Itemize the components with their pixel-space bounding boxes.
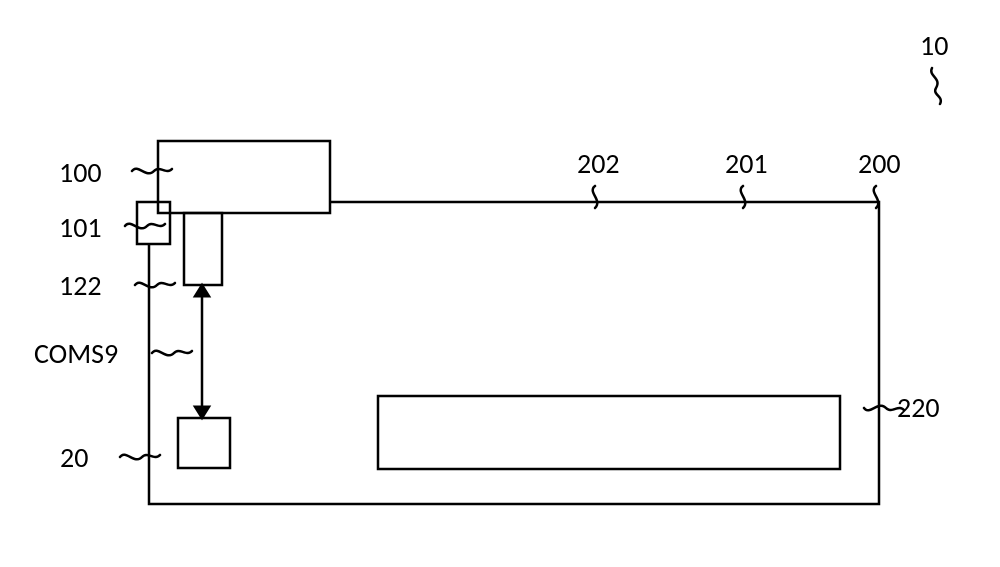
- label-lbl101: 101: [59, 210, 102, 245]
- label-coms9: COMS9: [34, 336, 118, 371]
- leader-scoms9: [152, 351, 192, 356]
- leader-s201: [741, 186, 746, 208]
- label-lbl202: 202: [577, 146, 620, 181]
- outer-box-200: [149, 202, 879, 504]
- box-20: [178, 418, 230, 468]
- box-220: [378, 396, 840, 469]
- box-122: [184, 213, 222, 285]
- leader-fig10: [931, 68, 941, 104]
- leader-s101: [125, 224, 165, 229]
- label-top100: 100: [59, 155, 102, 190]
- leader-s20: [120, 455, 160, 460]
- arrow-coms9-head-down: [195, 407, 209, 418]
- label-lbl201: 201: [725, 146, 768, 181]
- leader-s202: [593, 186, 598, 208]
- mask-topbox: [159, 200, 329, 205]
- leader-s200: [874, 186, 879, 208]
- label-lbl20: 20: [60, 440, 88, 475]
- arrow-coms9-head-up: [195, 285, 209, 296]
- leader-s100: [132, 169, 172, 174]
- leader-s122: [135, 283, 175, 288]
- label-lbl122: 122: [59, 268, 102, 303]
- label-figure: 10: [920, 28, 948, 63]
- diagram-canvas: 10 100 101 122 COMS9 20 202 201 200 220: [0, 0, 1000, 567]
- label-lbl200: 200: [858, 146, 901, 181]
- label-lbl220: 220: [897, 390, 940, 425]
